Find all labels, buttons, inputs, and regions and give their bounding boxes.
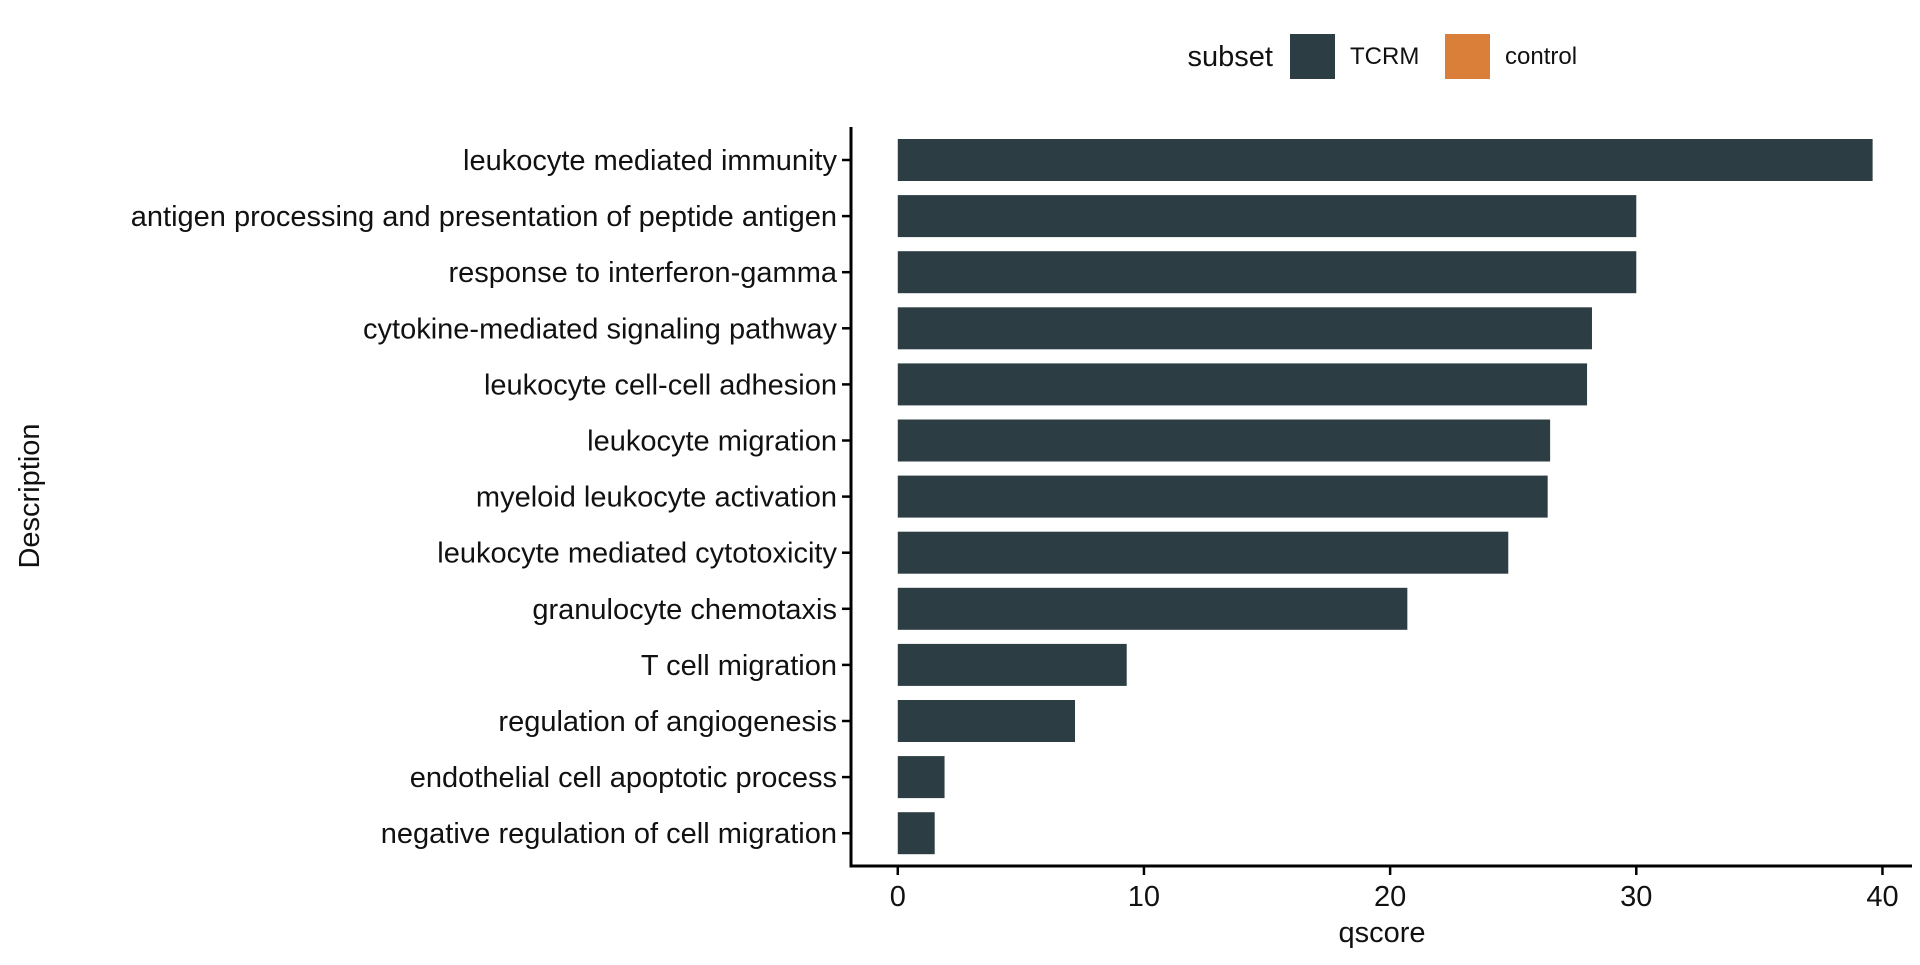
y-tick-label: myeloid leukocyte activation bbox=[476, 482, 837, 514]
bar-2 bbox=[897, 195, 1637, 238]
legend: subset TCRM control bbox=[1188, 34, 1577, 79]
y-tick-label: regulation of angiogenesis bbox=[498, 706, 837, 738]
legend-title: subset bbox=[1188, 41, 1273, 73]
y-tick-label: leukocyte cell-cell adhesion bbox=[484, 369, 837, 401]
y-tick-label: granulocyte chemotaxis bbox=[532, 594, 837, 626]
x-axis-title: qscore bbox=[1338, 917, 1425, 949]
legend-swatch-tcrm bbox=[1290, 34, 1335, 79]
y-tick-label: cytokine-mediated signaling pathway bbox=[363, 313, 837, 345]
y-tick-label: leukocyte mediated immunity bbox=[463, 145, 837, 177]
x-tick-label: 0 bbox=[890, 881, 906, 913]
y-tick-label: leukocyte mediated cytotoxicity bbox=[437, 538, 837, 570]
x-tick-label: 10 bbox=[1128, 881, 1160, 913]
bar-11 bbox=[897, 700, 1076, 742]
bars-group bbox=[897, 139, 1873, 855]
legend-swatch-control bbox=[1445, 34, 1490, 79]
bar-3 bbox=[897, 251, 1637, 294]
y-tick-label: endothelial cell apoptotic process bbox=[410, 762, 837, 794]
x-axis: 0 10 20 30 40 bbox=[849, 864, 1912, 913]
bar-5 bbox=[897, 363, 1588, 406]
legend-label-tcrm: TCRM bbox=[1350, 43, 1419, 70]
bar-7 bbox=[897, 475, 1548, 518]
bar-10 bbox=[897, 643, 1127, 686]
y-tick-label: negative regulation of cell migration bbox=[381, 818, 837, 850]
bar-13 bbox=[897, 812, 935, 855]
bar-9 bbox=[897, 587, 1408, 630]
bar-6 bbox=[897, 419, 1551, 462]
y-tick-label: antigen processing and presentation of p… bbox=[131, 201, 837, 233]
y-axis: leukocyte mediated immunity antigen proce… bbox=[131, 127, 853, 866]
x-tick-label: 40 bbox=[1866, 881, 1898, 913]
y-tick-label: response to interferon-gamma bbox=[449, 257, 838, 289]
bar-1 bbox=[897, 139, 1873, 181]
y-axis-title: Description bbox=[14, 423, 46, 568]
bar-12 bbox=[897, 756, 945, 799]
bar-4 bbox=[897, 307, 1592, 350]
x-tick-label: 20 bbox=[1374, 881, 1406, 913]
y-tick-label: leukocyte migration bbox=[587, 426, 837, 458]
legend-label-control: control bbox=[1505, 43, 1577, 70]
bar-8 bbox=[897, 531, 1509, 574]
x-tick-label: 30 bbox=[1620, 881, 1652, 913]
y-tick-label: T cell migration bbox=[641, 650, 837, 682]
